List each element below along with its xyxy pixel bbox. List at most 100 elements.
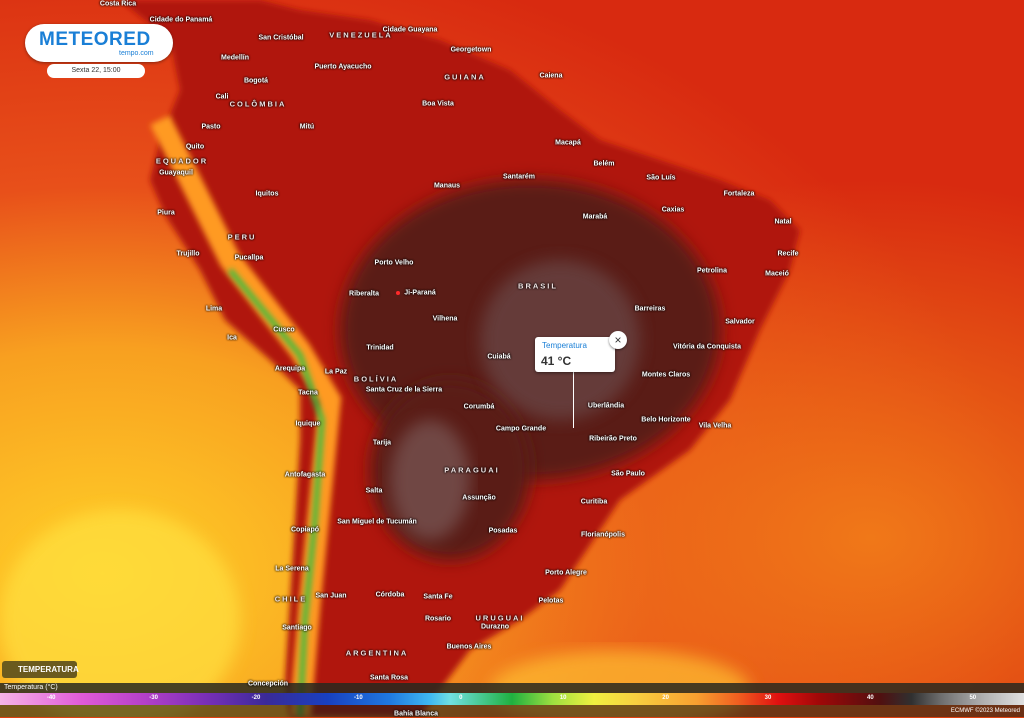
- city-label: Cuiabá: [487, 353, 511, 361]
- city-label: Rosario: [424, 615, 452, 623]
- legend-tick: -40: [46, 695, 56, 701]
- city-label: Pasto: [201, 123, 221, 131]
- city-label: Georgetown: [450, 46, 492, 54]
- city-label: Riberalta: [349, 290, 379, 298]
- country-label: PERU: [227, 232, 257, 242]
- city-label: Piura: [157, 209, 175, 217]
- logo-brand: METEORED: [39, 29, 151, 50]
- country-label: BOLÍVIA: [353, 374, 399, 384]
- city-label: Fortaleza: [723, 190, 755, 198]
- legend-title: Temperatura (°C): [4, 684, 58, 691]
- city-label: Uberlândia: [587, 402, 625, 410]
- logo-sub: tempo.com: [119, 50, 154, 57]
- city-label: Caiena: [539, 72, 563, 80]
- legend-tick: 30: [764, 695, 772, 701]
- city-label: Macapá: [555, 139, 581, 147]
- footer: [0, 705, 1024, 717]
- country-label: ARGENTINA: [345, 648, 409, 658]
- city-label: Puerto Ayacucho: [314, 63, 372, 71]
- city-label: Medellín: [220, 54, 250, 62]
- city-label: Lima: [205, 305, 223, 313]
- legend-tick: 50: [969, 695, 977, 701]
- city-label: Salta: [365, 487, 383, 495]
- city-label: San Cristóbal: [258, 34, 304, 42]
- city-label: Cusco: [273, 326, 295, 334]
- country-label: CHILE: [274, 594, 308, 604]
- city-label: Corumbá: [463, 403, 495, 411]
- city-label: San Miguel de Tucumán: [337, 518, 417, 526]
- tooltip-title: Temperatura: [542, 341, 587, 350]
- tooltip-value: 41 °C: [541, 354, 572, 368]
- city-label: Ica: [227, 334, 237, 342]
- city-label: Ribeirão Preto: [589, 435, 637, 443]
- city-label: Recife: [777, 250, 799, 258]
- city-label: Santa Cruz de la Sierra: [365, 386, 443, 394]
- legend-header: [0, 683, 1024, 693]
- city-label: Cali: [215, 93, 229, 101]
- city-label: Iquique: [295, 420, 321, 428]
- legend-tick: 40: [867, 695, 874, 701]
- city-label: Concepción: [247, 680, 289, 688]
- country-label: BRASIL: [518, 281, 558, 291]
- city-label: Campo Grande: [495, 425, 547, 433]
- city-label: Bahía Blanca: [394, 710, 438, 718]
- city-label: Marabá: [582, 213, 608, 221]
- city-label: Trinidad: [366, 344, 394, 352]
- city-label: Barreiras: [634, 305, 666, 313]
- hot-zone: [390, 420, 470, 540]
- andes: [150, 115, 342, 717]
- city-label: Buenos Aires: [446, 643, 492, 651]
- city-label: Tarija: [372, 439, 392, 447]
- legend-tick: -10: [354, 695, 363, 701]
- city-label: Ji-Paraná: [404, 289, 436, 297]
- color-bar: [0, 693, 1024, 705]
- tooltip: Temperatura 41 °C: [535, 337, 615, 372]
- date: Sexta 22, 15:00: [47, 64, 145, 78]
- city-label: Córdoba: [375, 591, 405, 599]
- city-label: Santarém: [503, 173, 535, 181]
- city-label: Trujillo: [176, 250, 200, 258]
- city-label: Arequipa: [274, 365, 306, 373]
- city-label: Guayaquil: [159, 169, 193, 177]
- city-label: Pelotas: [538, 597, 564, 605]
- city-label: Assunção: [462, 494, 496, 502]
- city-label: La Serena: [275, 565, 309, 573]
- logo[interactable]: METEORED tempo.com: [25, 24, 173, 62]
- layer-button[interactable]: TEMPERATURA: [2, 661, 79, 678]
- pin: [573, 372, 574, 428]
- city-label: Belo Horizonte: [641, 416, 691, 424]
- credit: ECMWF ©2023 Meteored: [950, 708, 1020, 714]
- legend-tick: 20: [662, 695, 669, 701]
- city-label: Tacna: [298, 389, 318, 397]
- city-label: Belém: [593, 160, 615, 168]
- city-label: Iquitos: [255, 190, 279, 198]
- city-label: Porto Alegre: [545, 569, 587, 577]
- country-label: URUGUAI: [475, 613, 525, 623]
- country-label: PARAGUAI: [444, 465, 500, 475]
- city-label: Cidade Guayana: [382, 26, 438, 34]
- city-label: Cidade do Panamá: [149, 16, 213, 24]
- close-button[interactable]: ×: [609, 331, 627, 349]
- legend-tick: -30: [149, 695, 158, 701]
- city-label: Posadas: [488, 527, 518, 535]
- legend-tick: 10: [559, 695, 567, 701]
- city-label: Copiapó: [291, 526, 319, 534]
- city-label: Costa Rica: [99, 0, 137, 8]
- country-label: VENEZUELA: [329, 30, 393, 40]
- city-label: Santa Fe: [423, 593, 453, 601]
- city-label: Pucallpa: [234, 254, 264, 262]
- city-label: Florianópolis: [581, 531, 625, 539]
- city-label: Natal: [774, 218, 792, 226]
- country-label: GUIANA: [444, 72, 486, 82]
- city-label: Mitú: [299, 123, 315, 131]
- city-label: Manaus: [433, 182, 461, 190]
- city-label: Antofagasta: [284, 471, 326, 479]
- country-label: EQUADOR: [155, 156, 209, 166]
- city-marker: [396, 291, 400, 295]
- city-label: Petrolina: [697, 267, 727, 275]
- city-label: Caxias: [661, 206, 685, 214]
- city-label: São Paulo: [611, 470, 645, 478]
- city-label: San Juan: [315, 592, 347, 600]
